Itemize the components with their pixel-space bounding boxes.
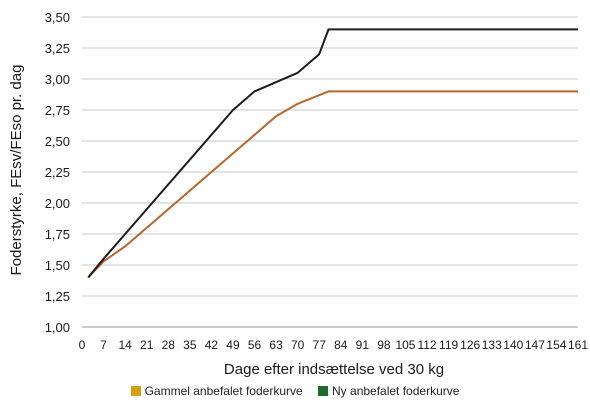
y-tick-label: 2,50: [45, 134, 70, 149]
legend-swatch-old: [130, 386, 141, 396]
x-tick-label: 70: [291, 338, 305, 352]
x-axis-label: Dage efter indsættelse ved 30 kg: [224, 361, 444, 378]
y-tick-label: 2,25: [45, 165, 70, 180]
y-tick-label: 2,00: [45, 196, 70, 211]
x-tick-label: 21: [140, 338, 154, 352]
x-tick-label: 28: [162, 338, 176, 352]
x-tick-label: 35: [183, 338, 197, 352]
x-tick-label: 133: [482, 338, 502, 352]
x-tick-label: 56: [248, 338, 262, 352]
series-line-old: [87, 90, 578, 279]
x-tick-labels: 0 7 14 21 28 35 42 49 56 63 70 77 84 91 98 105 112 119 126…: [79, 338, 589, 352]
y-tick-label: 3,00: [45, 72, 70, 87]
legend-label-old: Gammel anbefalet foderkurve: [144, 384, 303, 398]
x-tick-label: 63: [269, 338, 283, 352]
x-tick-label: 98: [377, 338, 391, 352]
y-tick-label: 1,75: [45, 227, 70, 242]
legend-item-new: Ny anbefalet foderkurve: [318, 384, 459, 398]
legend: Gammel anbefalet foderkurve Ny anbefalet…: [0, 384, 590, 398]
y-tick-label: 1,50: [45, 258, 70, 273]
y-tick-label: 1,25: [45, 289, 70, 304]
x-tick-label: 7: [100, 338, 107, 352]
x-tick-label: 42: [205, 338, 219, 352]
x-tick-label: 84: [334, 338, 348, 352]
legend-item-old: Gammel anbefalet foderkurve: [130, 384, 303, 398]
y-axis-label: Foderstyrke, FEsv/FEso pr. dag: [8, 65, 25, 276]
x-tick-label: 14: [118, 338, 132, 352]
x-tick-label: 140: [503, 338, 523, 352]
series-lines: [87, 28, 578, 279]
x-tick-label: 49: [226, 338, 240, 352]
y-tick-label: 1,00: [45, 320, 70, 335]
x-tick-label: 161: [568, 338, 588, 352]
x-tick-label: 91: [356, 338, 370, 352]
series-line-new: [87, 28, 578, 279]
x-tick-label: 77: [313, 338, 327, 352]
x-tick-label: 126: [460, 338, 480, 352]
x-tick-label: 119: [439, 338, 458, 352]
x-tick-label: 105: [395, 338, 415, 352]
x-tick-label: 147: [525, 338, 545, 352]
y-tick-label: 3,50: [45, 10, 70, 25]
legend-swatch-new: [318, 386, 329, 396]
grid-lines: [82, 16, 578, 328]
y-tick-label: 2,75: [45, 103, 70, 118]
x-tick-label: 112: [417, 338, 436, 352]
x-tick-label: 154: [546, 338, 566, 352]
y-tick-label: 3,25: [45, 41, 70, 56]
y-tick-labels: 1,00 1,25 1,50 1,75 2,00 2,25 2,50 2,75 3,00 3,25…: [45, 10, 70, 335]
legend-label-new: Ny anbefalet foderkurve: [332, 384, 460, 398]
x-tick-label: 0: [79, 338, 86, 352]
